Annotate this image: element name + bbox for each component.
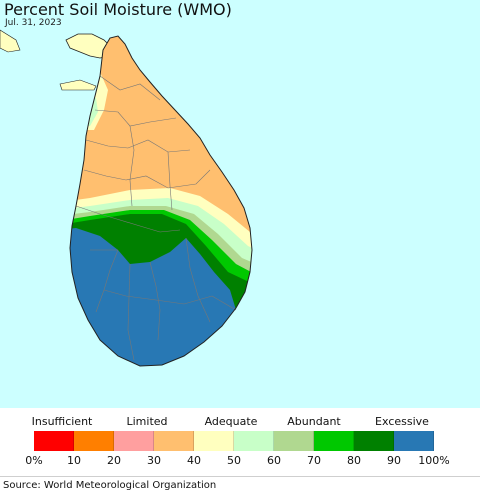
legend-tick-label: 30 xyxy=(147,454,161,467)
legend-swatch-4 xyxy=(194,431,234,451)
legend-category-limited: Limited xyxy=(126,415,168,428)
district-borders xyxy=(75,75,237,361)
legend-tick-label: 60 xyxy=(267,454,281,467)
source-credit: Source: World Meteorological Organizatio… xyxy=(3,480,217,491)
legend-tick-label: 90 xyxy=(387,454,401,467)
legend-tick-label: 0% xyxy=(25,454,43,467)
legend-category-insufficient: Insufficient xyxy=(31,415,93,428)
northwest-coast-strip xyxy=(0,29,21,53)
legend-swatch-7 xyxy=(314,431,354,451)
map-date: Jul. 31, 2023 xyxy=(5,18,62,28)
footer: Source: World Meteorological Organizatio… xyxy=(0,476,480,495)
mannar-island xyxy=(59,79,97,91)
legend-swatch-2 xyxy=(114,431,154,451)
legend-swatch-0 xyxy=(34,431,74,451)
map-title: Percent Soil Moisture (WMO) xyxy=(4,0,232,19)
legend-swatch-9 xyxy=(394,431,434,451)
legend-swatch-5 xyxy=(234,431,274,451)
northwest-abundant xyxy=(70,96,98,126)
legend-tick-label: 70 xyxy=(307,454,321,467)
legend-category-adequate: Adequate xyxy=(204,415,258,428)
legend-color-bar xyxy=(34,431,434,451)
legend-swatch-8 xyxy=(354,431,394,451)
soil-moisture-map xyxy=(0,29,253,367)
legend-swatch-6 xyxy=(274,431,314,451)
legend-tick-label: 50 xyxy=(227,454,241,467)
map-area: Percent Soil Moisture (WMO) Jul. 31, 202… xyxy=(0,0,480,408)
legend-tick-label: 40 xyxy=(187,454,201,467)
legend-swatch-1 xyxy=(74,431,114,451)
legend-swatch-3 xyxy=(154,431,194,451)
legend-tick-label: 80 xyxy=(347,454,361,467)
excessive-zone xyxy=(70,228,250,366)
island-outline xyxy=(69,35,253,367)
legend-tick-label: 100% xyxy=(418,454,450,467)
legend-tick-label: 20 xyxy=(107,454,121,467)
legend-category-excessive: Excessive xyxy=(375,415,429,428)
legend-tick-label: 10 xyxy=(67,454,81,467)
legend-category-abundant: Abundant xyxy=(287,415,341,428)
